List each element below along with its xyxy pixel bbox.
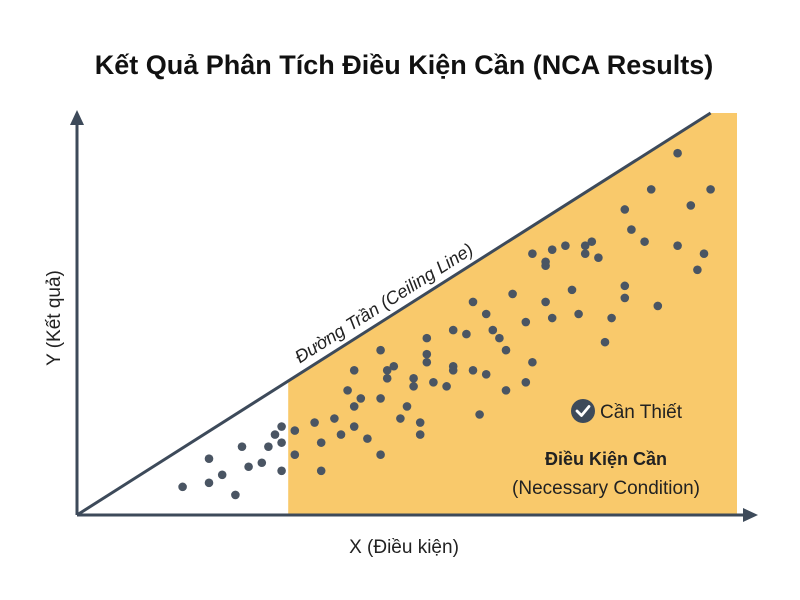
data-point (541, 297, 550, 307)
data-point (389, 361, 399, 371)
data-point (422, 349, 432, 359)
data-point (521, 317, 531, 327)
scatter-points (178, 148, 715, 500)
data-point (547, 313, 557, 323)
data-point (693, 265, 702, 275)
data-point (429, 378, 438, 387)
data-point (501, 345, 511, 355)
data-point (574, 309, 583, 319)
data-point (217, 470, 227, 480)
data-point (481, 370, 491, 379)
data-point (237, 442, 247, 451)
check-circle-icon (571, 399, 595, 423)
data-point (528, 357, 537, 367)
data-point (356, 394, 366, 403)
data-point (382, 374, 392, 383)
data-point (376, 450, 385, 460)
data-point (488, 325, 498, 335)
data-point (646, 185, 656, 194)
data-point (402, 402, 412, 411)
data-point (343, 386, 352, 395)
data-point (594, 253, 603, 263)
data-point (547, 245, 557, 254)
x-axis-label: X (Điều kiện) (349, 537, 459, 558)
data-point (376, 345, 385, 355)
y-axis-label: Y (Kết quả) (44, 270, 65, 366)
data-point (349, 422, 359, 431)
x-axis-arrow-icon (743, 508, 758, 522)
data-point (264, 442, 273, 451)
data-point (376, 394, 385, 403)
data-point (673, 241, 682, 250)
region-subtitle: (Necessary Condition) (512, 478, 700, 499)
data-point (501, 386, 511, 395)
region-title: Điều Kiện Cần (545, 449, 667, 469)
data-point (382, 365, 392, 375)
data-point (448, 365, 458, 375)
data-point (409, 382, 418, 391)
data-point (316, 438, 326, 447)
data-point (620, 205, 630, 214)
data-point (442, 382, 451, 391)
ceiling-line (76, 111, 712, 517)
data-point (521, 378, 531, 387)
data-point (448, 325, 458, 335)
data-point (481, 309, 491, 319)
data-point (607, 313, 616, 323)
data-point (409, 374, 418, 383)
data-point (204, 478, 214, 488)
data-point (627, 225, 636, 234)
data-point (468, 297, 478, 307)
data-point (422, 333, 432, 343)
data-point (396, 414, 405, 423)
data-point (699, 249, 709, 258)
data-point (580, 241, 590, 250)
chart-title: Kết Quả Phân Tích Điều Kiện Cần (NCA Res… (95, 50, 714, 80)
data-point (495, 333, 504, 343)
data-point (673, 148, 682, 158)
data-point (415, 418, 425, 427)
data-point (244, 462, 253, 472)
data-point (561, 241, 570, 250)
data-point (620, 281, 630, 291)
data-point (257, 458, 267, 468)
data-point (349, 365, 359, 375)
data-point (415, 430, 425, 439)
data-point (277, 438, 286, 447)
data-point (270, 430, 280, 439)
data-point (528, 249, 537, 258)
data-point (178, 482, 187, 492)
necessary-badge-label: Cần Thiết (600, 402, 683, 423)
data-point (541, 257, 550, 267)
data-point (349, 402, 359, 411)
data-point (363, 434, 372, 443)
data-point (587, 237, 597, 246)
data-point (653, 301, 663, 311)
data-point (290, 426, 300, 435)
data-point (290, 450, 300, 460)
data-point (567, 285, 577, 295)
data-point (316, 466, 326, 476)
data-point (600, 337, 610, 347)
data-point (277, 466, 286, 476)
data-point (204, 454, 214, 464)
data-point (468, 365, 478, 375)
data-point (706, 185, 715, 194)
data-point (686, 201, 696, 210)
data-point (580, 249, 590, 258)
y-axis-arrow-icon (70, 110, 84, 125)
data-point (277, 422, 286, 431)
data-point (620, 293, 630, 303)
data-point (310, 418, 319, 427)
data-point (462, 329, 471, 339)
data-point (330, 414, 339, 423)
data-point (475, 410, 484, 419)
data-point (231, 490, 240, 500)
data-point (422, 357, 432, 367)
data-point (640, 237, 649, 246)
data-point (508, 289, 517, 299)
data-point (336, 430, 346, 439)
